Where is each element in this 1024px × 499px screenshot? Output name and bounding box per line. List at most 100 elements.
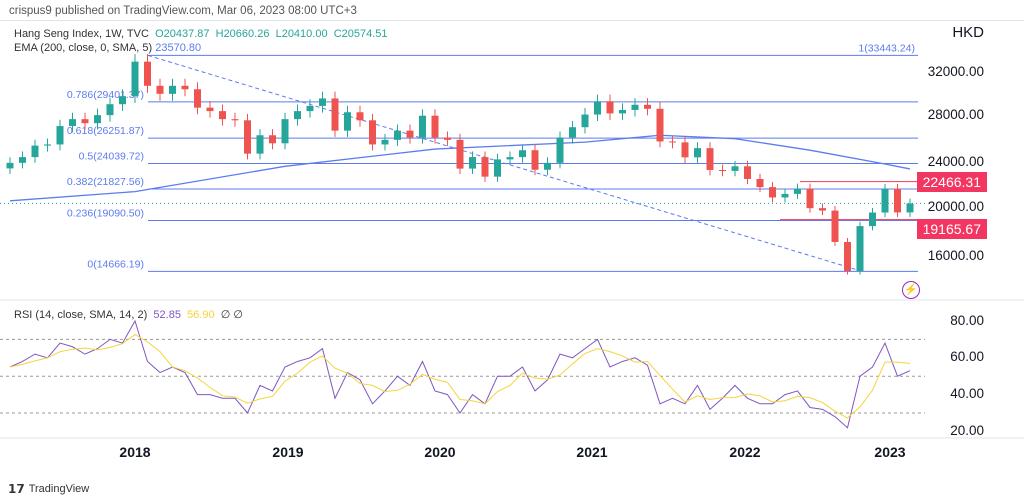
candle-body [631,104,639,110]
candle-body [619,109,626,114]
candle-body [381,139,389,145]
candle-body [844,241,851,272]
year-label: 2019 [272,444,304,460]
candle-body [719,169,726,171]
candle-body [206,107,214,112]
candle-body [869,212,876,227]
candle-body [294,111,301,120]
candle-body [256,135,264,154]
candle-body [906,203,914,213]
candle-body [794,188,801,194]
rsi-line [9,319,911,429]
candle-body [556,137,564,163]
candle-body [656,108,664,142]
rsi-extra: ∅ ∅ [220,309,243,321]
candle-body [569,127,576,138]
rsi-value: 52.85 [153,309,181,321]
rsi-tick: 20.00 [950,423,984,438]
candle-body [444,137,451,140]
candle-body [169,85,176,94]
support-price-tag: 19165.67 [916,219,987,239]
price-tick: 16000.00 [927,248,984,263]
candle-body [831,210,839,242]
fib-level-label: 1(33443.24) [858,42,915,54]
candle-body [144,61,151,86]
candle-body [194,89,201,108]
publish-line: crispus9 published on TradingView.com, M… [9,5,357,17]
candle-body [281,119,289,144]
candle-body [894,188,901,213]
fib-level-label: 0.236(19090.50) [67,207,144,219]
candle-body [519,150,526,158]
candle-body [756,178,764,188]
candle-body [769,187,776,198]
candle-body [469,157,476,169]
candle-body [119,96,126,105]
candle-body [744,166,751,179]
candle-body [319,98,326,106]
candle-body [494,159,501,177]
candle-body [394,130,401,140]
rsi-tick: 80.00 [950,313,984,328]
candle-body [44,144,51,146]
tradingview-logo[interactable]: 𝟭𝟳 TradingView [8,482,89,496]
candle-body [6,162,14,169]
candle-body [456,139,464,169]
candle-body [219,111,226,120]
open: O20437.87 [155,28,210,40]
chart-frame [0,20,1024,481]
ema-legend: EMA (200, close, 0, SMA, 5) 23570.80 [14,42,201,54]
candle-body [431,115,439,138]
candle-body [19,157,26,163]
close: C20574.51 [333,28,388,40]
candle-body [131,61,139,97]
fib-trend-line [147,54,863,272]
symbol-legend: Hang Seng Index, 1W, TVC O20437.87 H2066… [14,28,388,40]
high: H20660.26 [215,28,270,40]
rsi-tick: 40.00 [950,386,984,401]
candle-body [669,141,676,143]
candle-body [369,120,376,145]
year-label: 2022 [729,444,761,460]
candle-body [806,188,814,209]
fib-level-label: 0.5(24039.72) [79,151,144,163]
candle-body [181,85,189,90]
candle-body [506,157,514,160]
rsi-legend: RSI (14, close, SMA, 14, 2) 52.85 56.90 … [14,308,243,321]
candle-body [731,166,739,171]
price-tick: 20000.00 [927,199,984,214]
candle-body [531,150,539,170]
rsi-label: RSI (14, close, SMA, 14, 2) [14,309,148,321]
logo-text: TradingView [28,483,90,495]
candle-body [69,119,76,127]
rsi-tick: 60.00 [950,349,984,364]
fib-level-label: 0.382(21827.56) [67,176,144,188]
candle-body [31,145,39,158]
candle-body [606,101,614,114]
candle-body [819,208,826,211]
price-tick: 32000.00 [927,64,984,79]
candle-body [581,114,589,128]
candle-body [644,104,651,109]
candle-body [481,157,489,177]
currency-label: HKD [952,24,984,41]
year-label: 2021 [576,444,608,460]
candle-body [594,101,601,115]
candle-body [544,162,551,170]
lightning-icon[interactable]: ⚡ [902,281,920,299]
candle-body [156,85,164,94]
candle-body [106,104,114,116]
candle-body [231,119,239,121]
candle-body [331,98,339,131]
symbol-name: Hang Seng Index, 1W, TVC [14,28,149,40]
candle-body [694,148,701,158]
candle-body [706,148,714,170]
price-tick: 24000.00 [927,154,984,169]
fib-level-label: 0.618(26251.87) [67,125,144,137]
ema-line [9,134,911,202]
price-tick: 28000.00 [927,107,984,122]
candle-body [881,188,889,213]
candle-body [356,112,364,121]
candle-body [94,115,101,124]
